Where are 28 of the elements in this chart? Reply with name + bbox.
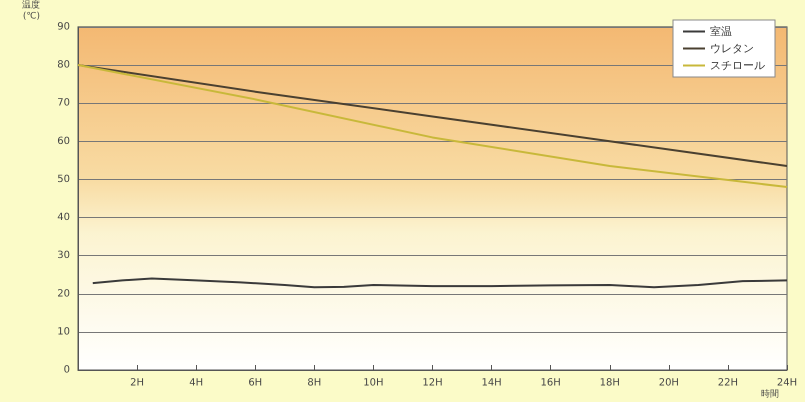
y-tick-label: 40 [57,212,70,224]
y-tick-label: 50 [57,174,70,185]
y-tick-label: 90 [57,21,70,32]
x-tick-label: 8H [307,378,322,388]
x-tick-label: 10H [363,378,384,388]
legend-label: スチロール [710,59,765,72]
x-axis-title: 時間 [761,388,779,400]
x-tick-label: 16H [540,378,561,388]
x-tick-label: 20H [658,378,679,388]
line-series [92,278,788,288]
x-tick-label: 24H [776,378,798,388]
y-tick-label: 30 [57,250,70,262]
y-axis-title: 温度 (℃) [22,0,40,22]
y-tick-label: 0 [64,364,70,376]
y-tick-label: 10 [57,326,70,338]
x-tick-label: 4H [189,378,204,388]
x-tick-label: 22H [718,378,738,388]
y-tick-label: 60 [57,136,70,147]
y-tick-label: 70 [57,98,70,109]
legend-label: ウレタン [710,42,754,55]
x-tick-label: 14H [481,378,502,388]
x-tick-label: 18H [600,378,620,388]
x-tick-label: 2H [130,378,144,388]
y-tick-label: 20 [57,288,70,300]
legend-label: 室温 [710,25,732,38]
x-tick-label: 12H [422,378,443,388]
y-tick-label: 80 [57,60,70,71]
x-tick-label: 6H [248,378,262,388]
